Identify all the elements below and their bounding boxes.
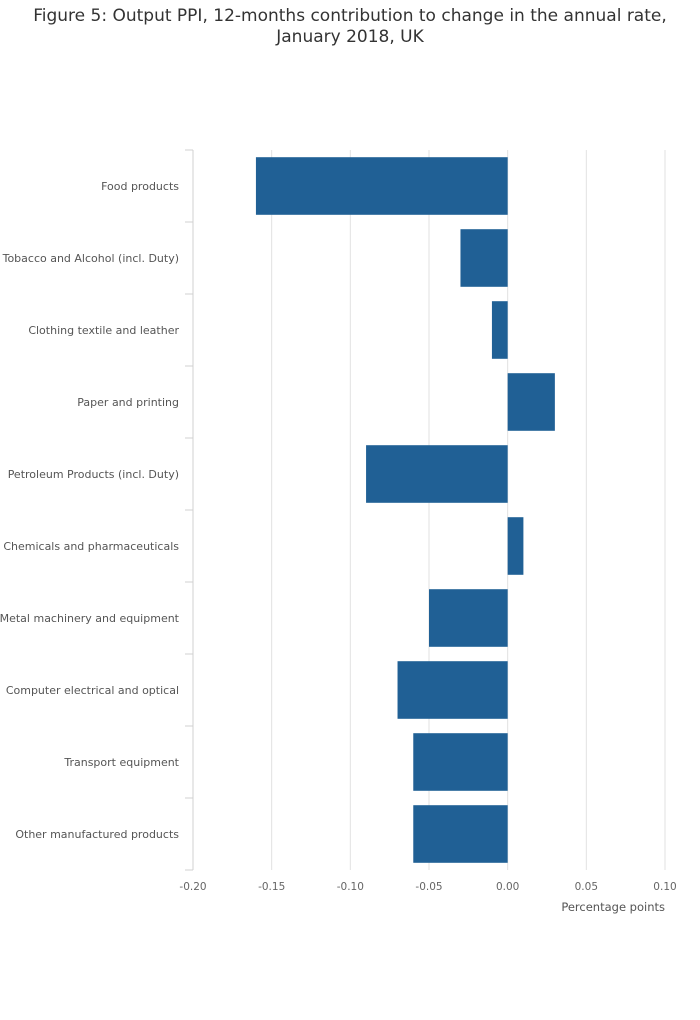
category-label: Metal machinery and equipment [0,612,180,625]
x-tick-label: -0.05 [415,881,442,893]
chart-title: Figure 5: Output PPI, 12-months contribu… [0,6,700,48]
category-label: Transport equipment [63,756,179,769]
bar [413,805,508,863]
category-labels: Food products Tobacco and Alcohol (incl. … [0,180,180,841]
category-label: Chemicals and pharmaceuticals [3,540,179,553]
bar [460,229,508,287]
x-axis-ticks: -0.20 -0.15 -0.10 -0.05 0.00 0.05 0.10 [179,881,676,893]
x-tick-label: 0.10 [653,881,676,893]
bar [255,157,508,215]
chart-title-line-1: Figure 5: Output PPI, 12-months contribu… [33,6,667,26]
bar [366,445,508,503]
category-label: Paper and printing [77,396,179,409]
category-label: Food products [101,180,179,193]
x-tick-label: 0.05 [575,881,598,893]
y-axis [185,149,194,871]
bar [507,517,524,575]
x-tick-label: 0.00 [496,881,519,893]
x-axis-title: Percentage points [561,900,665,914]
chart-title-line-2: January 2018, UK [276,27,424,47]
bar [507,373,555,431]
x-tick-label: -0.10 [337,881,364,893]
bar [429,589,508,647]
category-label: Computer electrical and optical [6,684,179,697]
category-label: Tobacco and Alcohol (incl. Duty) [2,252,179,265]
category-label: Petroleum Products (incl. Duty) [8,468,179,481]
bars [255,157,555,863]
bar [491,301,508,359]
bar [413,733,508,791]
category-label: Clothing textile and leather [28,324,179,337]
x-tick-label: -0.20 [179,881,206,893]
category-label: Other manufactured products [15,828,179,841]
bar [397,661,508,719]
x-tick-label: -0.15 [258,881,285,893]
